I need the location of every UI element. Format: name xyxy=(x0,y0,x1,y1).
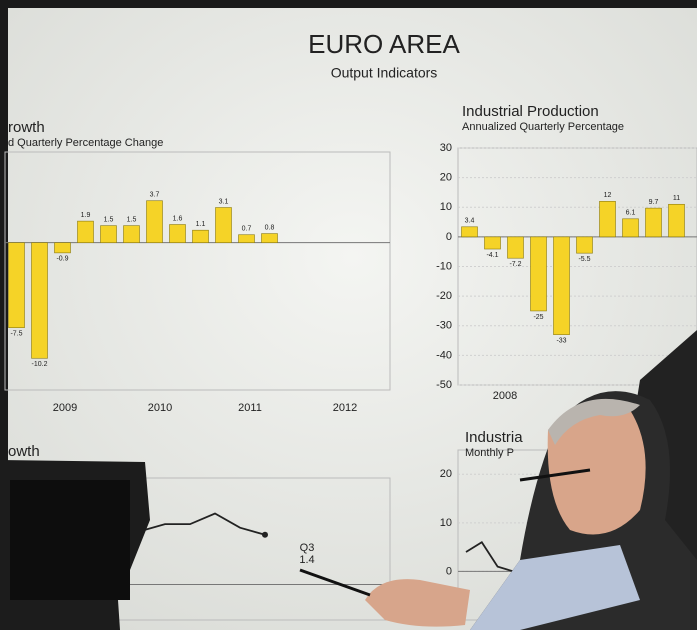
y-tick-label: -20 xyxy=(436,290,452,302)
y-tick-label: -40 xyxy=(436,349,452,361)
panel-title: Industrial Production xyxy=(462,103,599,120)
value-label: -0.9 xyxy=(56,256,68,263)
bar xyxy=(147,201,163,243)
value-label: -25 xyxy=(533,314,543,321)
value-label: 3.4 xyxy=(465,218,475,225)
value-label: 0.7 xyxy=(242,226,252,233)
bar xyxy=(462,227,478,237)
y-tick-label: 10 xyxy=(440,201,452,213)
y-tick-label: 0 xyxy=(446,231,452,243)
bar xyxy=(623,219,639,237)
value-label: 1.5 xyxy=(127,217,137,224)
bar xyxy=(9,243,25,328)
y-tick-label: 10 xyxy=(440,517,452,529)
x-axis-label: 2011 xyxy=(238,402,262,414)
bar xyxy=(170,225,186,243)
value-label: 11 xyxy=(673,195,680,202)
annotation: Q3 xyxy=(300,542,315,554)
end-point xyxy=(262,532,268,538)
bar xyxy=(239,235,255,243)
value-label: -5.5 xyxy=(578,256,590,263)
bar xyxy=(193,230,209,242)
value-label: -33 xyxy=(556,337,566,344)
y-tick-label: -50 xyxy=(436,379,452,391)
photo: EURO AREA Output Indicators rowthd Quart… xyxy=(0,0,697,630)
y-tick-label: -10 xyxy=(436,260,452,272)
y-tick-label: 0 xyxy=(446,565,452,577)
value-label: 12 xyxy=(604,192,612,199)
value-label: 3.1 xyxy=(219,198,229,205)
bar xyxy=(577,237,593,253)
bar xyxy=(485,237,501,249)
value-label: 1.1 xyxy=(196,221,206,228)
value-label: -7.5 xyxy=(10,331,22,338)
bar xyxy=(554,237,570,335)
bar xyxy=(600,201,616,237)
value-label: 3.7 xyxy=(150,192,160,199)
bar xyxy=(646,208,662,237)
x-axis-label: 2008 xyxy=(493,390,517,402)
value-label: 1.6 xyxy=(173,215,183,222)
laptop-screen xyxy=(10,480,130,600)
value-label: 0.8 xyxy=(265,224,275,231)
value-label: 1.5 xyxy=(104,217,114,224)
bar xyxy=(262,234,278,243)
bar xyxy=(216,208,232,243)
panel-title: Industria xyxy=(465,429,523,446)
panel-subtitle: Annualized Quarterly Percentage xyxy=(462,121,624,133)
page: {"header": {"title": "EURO AREA", "subti… xyxy=(0,0,697,630)
bar xyxy=(32,243,48,359)
value-label: -7.2 xyxy=(509,261,521,268)
x-axis-label: 2012 xyxy=(333,402,357,414)
value-label: -4.1 xyxy=(486,252,498,259)
y-tick-label: -30 xyxy=(436,320,452,332)
bar xyxy=(124,226,140,243)
bar xyxy=(508,237,524,258)
annotation: 1.4 xyxy=(299,554,314,566)
y-tick-label: 20 xyxy=(440,468,452,480)
bar xyxy=(78,221,94,243)
x-axis-label: 2010 xyxy=(148,402,172,414)
x-axis-label: 2009 xyxy=(53,402,77,414)
value-label: 1.9 xyxy=(81,212,91,219)
bar xyxy=(531,237,547,311)
panel-title: rowth xyxy=(8,119,45,136)
y-tick-label: 20 xyxy=(440,172,452,184)
bar xyxy=(669,204,685,237)
bar xyxy=(101,226,117,243)
panel-subtitle: Monthly P xyxy=(465,447,514,459)
screen-title: EURO AREA xyxy=(308,29,460,59)
value-label: -10.2 xyxy=(32,361,48,368)
panel-subtitle: d Quarterly Percentage Change xyxy=(8,137,163,149)
y-tick-label: 30 xyxy=(440,142,452,154)
panel-title: owth xyxy=(8,443,40,460)
value-label: 9.7 xyxy=(649,199,659,206)
bar xyxy=(55,243,71,253)
screen-subtitle: Output Indicators xyxy=(331,65,438,81)
value-label: 6.1 xyxy=(626,210,636,217)
